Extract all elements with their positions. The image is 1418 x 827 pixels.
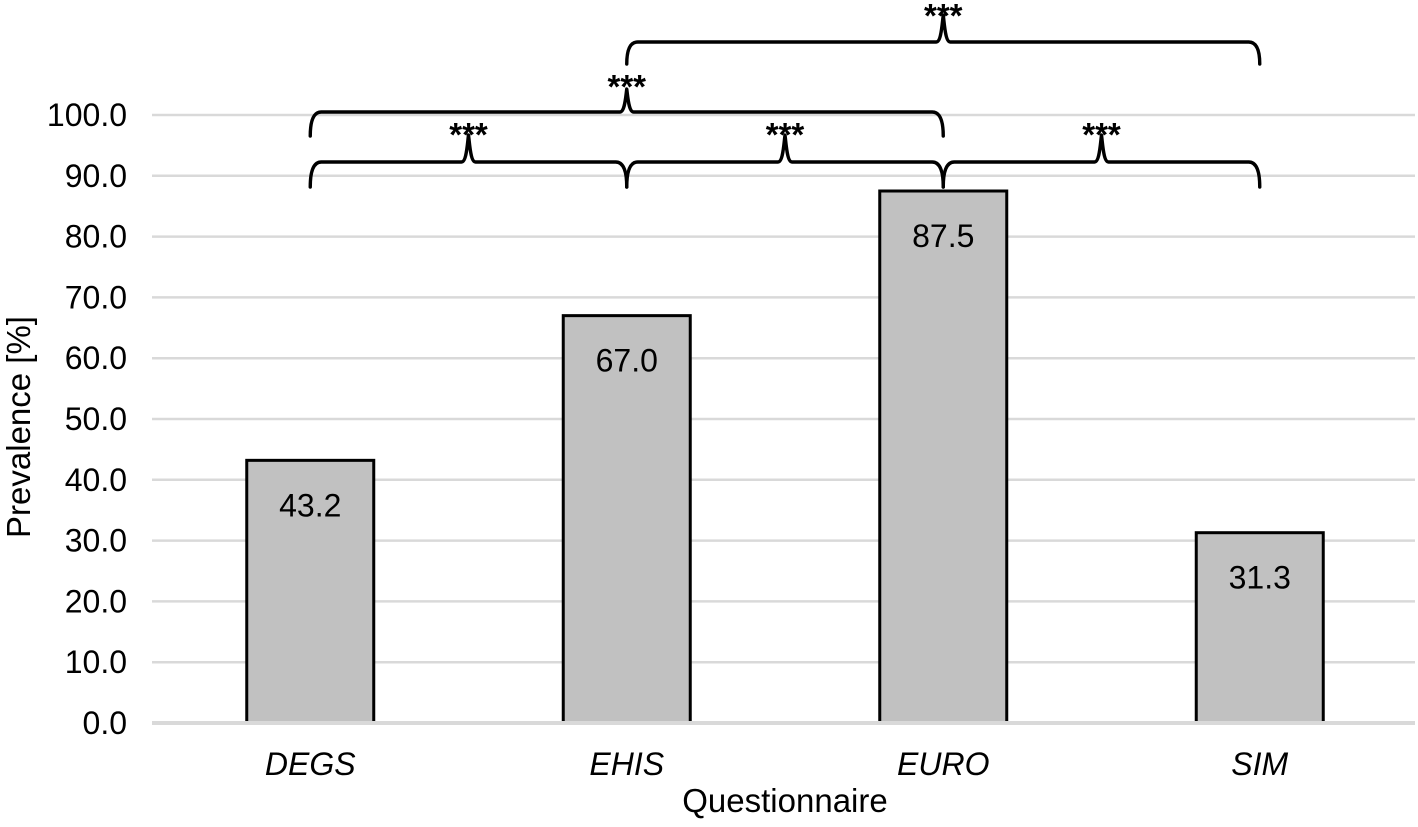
bar (245, 458, 376, 725)
significance-stars: *** (1082, 116, 1121, 153)
bar-value-label: 67.0 (596, 343, 658, 379)
significance-stars: *** (607, 68, 646, 105)
y-tick-label: 50.0 (65, 401, 127, 437)
y-tick-label: 20.0 (65, 583, 127, 619)
significance-bracket (625, 13, 1262, 66)
x-axis-title: Questionnaire (682, 782, 887, 819)
y-tick-label: 40.0 (65, 462, 127, 498)
significance-bracket (625, 133, 945, 189)
significance-stars: *** (766, 116, 805, 153)
y-tick-label: 10.0 (65, 644, 127, 680)
category-label: EHIS (589, 746, 664, 782)
bar-value-label: 31.3 (1229, 560, 1291, 596)
bar-value-label: 43.2 (279, 487, 341, 523)
y-tick-label: 70.0 (65, 279, 127, 315)
y-tick-label: 90.0 (65, 158, 127, 194)
category-label: SIM (1231, 746, 1288, 782)
y-tick-label: 60.0 (65, 340, 127, 376)
y-axis-title: Prevalence [%] (0, 316, 37, 538)
category-label: EURO (897, 746, 989, 782)
y-tick-label: 0.0 (83, 705, 127, 741)
significance-stars: *** (924, 0, 963, 34)
y-tick-label: 80.0 (65, 219, 127, 255)
significance-bracket (308, 133, 629, 189)
y-tick-label: 30.0 (65, 523, 127, 559)
significance-bracket (941, 133, 1262, 189)
bar (561, 314, 692, 725)
significance-bracket (308, 87, 945, 138)
bar (878, 189, 1009, 725)
category-label: DEGS (265, 746, 356, 782)
significance-stars: *** (449, 116, 488, 153)
y-tick-label: 100.0 (47, 97, 127, 133)
bar-value-label: 87.5 (912, 218, 974, 254)
